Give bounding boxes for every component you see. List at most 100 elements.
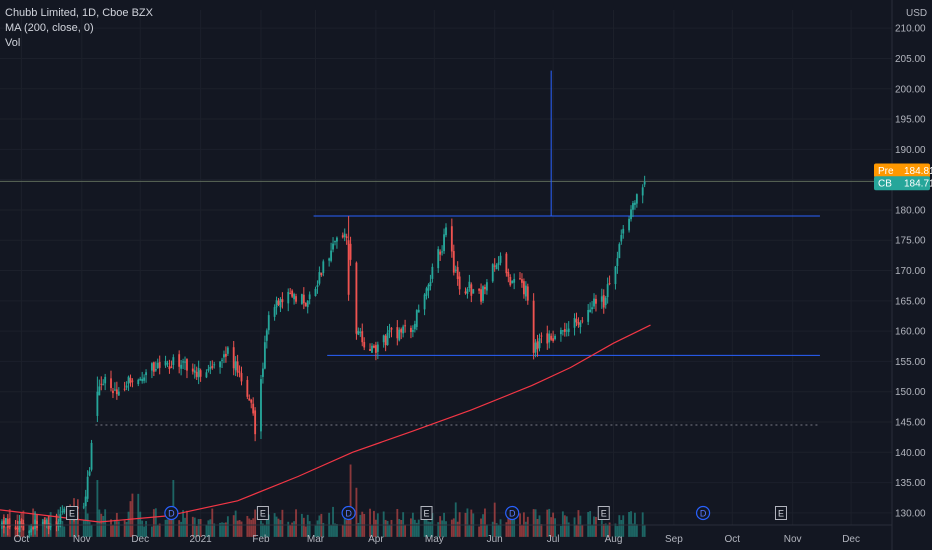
candle-body [604, 297, 607, 306]
candle-body [287, 291, 290, 304]
candle-body [137, 379, 140, 385]
candle-body [633, 202, 636, 205]
x-tick-label: Jun [487, 534, 503, 545]
volume-bar [306, 514, 309, 537]
volume-bar [429, 522, 432, 537]
x-tick-label: Dec [131, 534, 149, 545]
volume-bar [152, 509, 155, 537]
volume-bar [382, 511, 385, 537]
candle-body [236, 361, 239, 373]
symbol-title[interactable]: Chubb Limited, 1D, Cboe BZX [5, 7, 153, 19]
candle-body [454, 269, 457, 271]
y-tick-label: 140.00 [895, 448, 926, 459]
y-tick-label: 210.00 [895, 24, 926, 35]
candle-body [112, 390, 114, 394]
volume-bar [425, 511, 428, 537]
candle-body [184, 361, 186, 363]
y-tick-label: 190.00 [895, 145, 926, 156]
volume-bar [302, 517, 305, 537]
earnings-marker[interactable]: E [256, 506, 269, 520]
volume-bar [606, 524, 609, 537]
volume-bar [137, 493, 140, 537]
candle-body [16, 527, 19, 530]
volume-bar [112, 524, 114, 537]
earnings-marker[interactable]: E [597, 506, 610, 520]
volume-bar [546, 509, 549, 537]
candle-body [497, 262, 500, 266]
volume-bar [197, 519, 200, 537]
volume-bar [71, 510, 73, 537]
candle-body [561, 330, 564, 332]
event-marker-label: E [69, 509, 75, 519]
candle-body [172, 357, 175, 366]
dividend-marker-circle [695, 505, 711, 521]
candle-body [630, 209, 632, 220]
volume-bar [336, 524, 338, 537]
pre-price-tag[interactable]: Pre 184.81 [874, 163, 932, 178]
candle-body [219, 361, 222, 368]
candle-body [600, 296, 603, 302]
volume-bar [413, 519, 416, 537]
candle-body [131, 380, 134, 382]
candle-body [622, 228, 625, 234]
x-tick-label: Aug [605, 534, 623, 545]
candle-body [484, 286, 486, 290]
volume-bar [90, 524, 93, 537]
volume-bar [262, 523, 264, 537]
dividend-marker[interactable]: D [341, 505, 356, 521]
volume-bar [123, 520, 126, 537]
volume-bar [593, 516, 595, 537]
candle-body [456, 267, 459, 280]
volume-bar [559, 525, 562, 537]
x-tick-label: Jul [547, 534, 560, 545]
volume-bar [14, 525, 17, 537]
candle-body [277, 300, 280, 305]
candle-body [450, 226, 453, 252]
volume-bar [509, 509, 512, 537]
dividend-marker[interactable]: D [164, 505, 179, 521]
dividend-marker[interactable]: D [505, 505, 520, 521]
x-tick-label: Sep [665, 534, 683, 545]
candle-body [197, 368, 200, 378]
candle-body [102, 384, 105, 386]
candle-body [252, 403, 255, 414]
volume-bar [287, 521, 290, 537]
volume-bar [102, 516, 105, 537]
volume-bar [279, 520, 282, 537]
volume-bar [374, 519, 377, 537]
y-tick-label: 135.00 [895, 478, 926, 489]
volume-bar [577, 510, 580, 537]
candle-body [482, 286, 484, 301]
volume-bar [84, 497, 87, 537]
dividend-marker[interactable]: D [695, 505, 711, 521]
cb-price-tag[interactable]: CB 184.71 [874, 176, 932, 191]
volume-bar [334, 523, 336, 537]
candle-body [238, 371, 241, 373]
candle-body [45, 520, 48, 525]
moving-average-line[interactable] [0, 324, 651, 523]
volume-bar [209, 519, 212, 537]
volume-bar [632, 523, 634, 537]
candle-body [581, 320, 584, 322]
candle-body [480, 289, 482, 302]
candle-body [226, 347, 229, 354]
volume-bar [82, 519, 85, 537]
candle-body [4, 518, 7, 526]
volume-bar [454, 502, 457, 537]
candle-body [195, 371, 198, 377]
candle-body [295, 296, 297, 302]
candle-body [320, 272, 323, 276]
candle-body [452, 251, 455, 273]
ma-indicator-label[interactable]: MA (200, close, 0) [5, 22, 94, 34]
candle-body [110, 378, 112, 389]
earnings-marker[interactable]: E [774, 506, 787, 520]
cb-price-tag-bg [874, 176, 930, 191]
candle-body [382, 335, 385, 343]
earnings-marker[interactable]: E [66, 506, 79, 520]
candle-body [359, 331, 362, 333]
volume-indicator-label[interactable]: Vol [5, 37, 21, 49]
volume-bar [195, 525, 198, 537]
earnings-marker[interactable]: E [420, 506, 433, 520]
